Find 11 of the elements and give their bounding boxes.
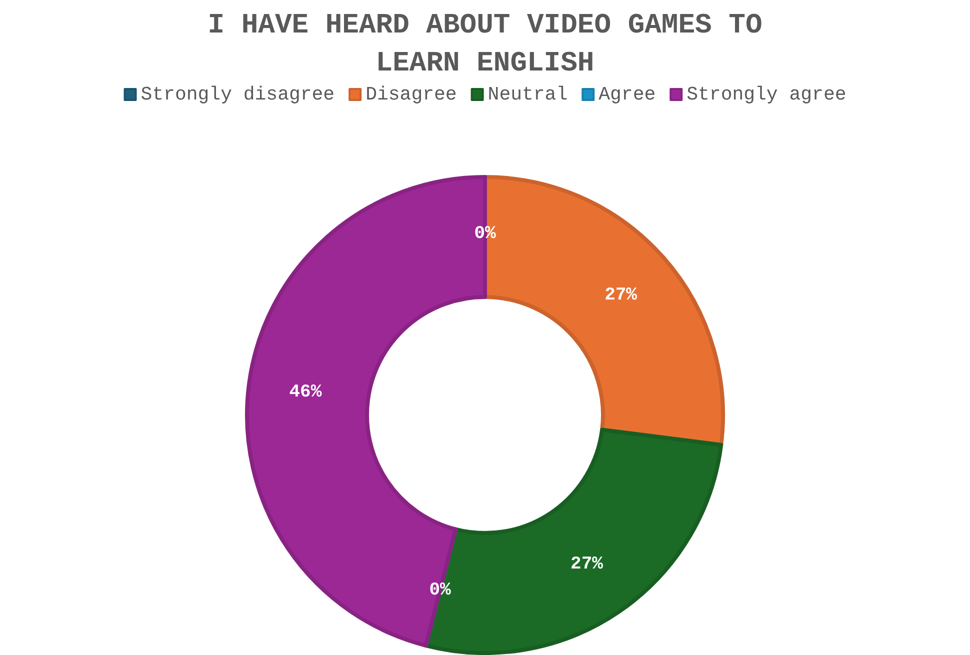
legend-label: Strongly agree <box>686 84 846 106</box>
data-label: 46% <box>289 382 322 402</box>
legend-label: Agree <box>598 84 656 106</box>
text: 0% <box>429 580 451 600</box>
chart-title: I HAVE HEARD ABOUT VIDEO GAMES TO LEARN ENGLISH <box>208 10 762 80</box>
legend-label: Disagree <box>366 84 457 106</box>
legend-label: Neutral <box>488 84 568 106</box>
data-label: 27% <box>570 554 604 575</box>
data-label: 27% <box>604 285 638 306</box>
text: 0% <box>474 224 496 244</box>
legend-label: Strongly disagree <box>140 84 335 106</box>
